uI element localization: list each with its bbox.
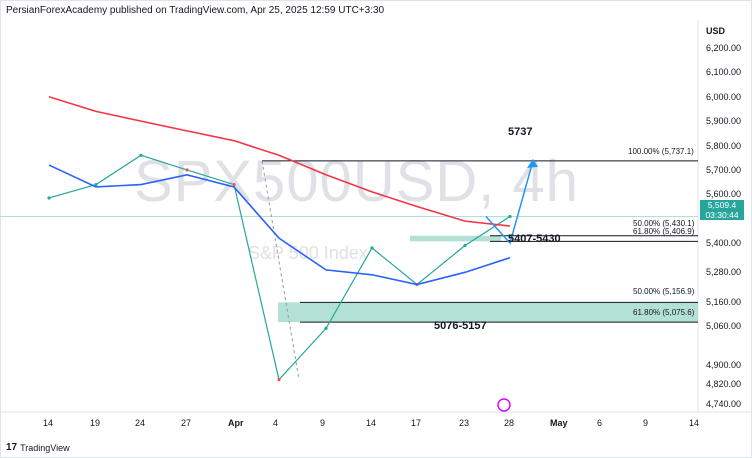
price-tick-label: 5,160.00: [706, 296, 742, 307]
price-tick-label: 4,900.00: [706, 359, 742, 370]
lightning-icon: [497, 398, 511, 412]
time-tick-label: Apr: [228, 418, 244, 428]
time-tick-label: 17: [411, 418, 422, 428]
upper-zone-annotation: 5407-5430: [508, 233, 561, 245]
tradingview-logo-text: TradingView: [20, 442, 70, 453]
lower-demand-zone: [278, 302, 698, 323]
time-tick-label: 9: [320, 418, 326, 428]
time-tick-label: 6: [597, 418, 603, 428]
time-tick-label: 14: [43, 418, 54, 428]
last-price-badge: 5,509.4 03:30:44: [700, 200, 744, 220]
price-tick-label: 5,900.00: [706, 116, 742, 127]
price-tick-label: 5,600.00: [706, 189, 742, 200]
bar-countdown: 03:30:44: [705, 210, 739, 220]
fib-label-618-lower: 61.80% (5,075.6): [633, 308, 695, 317]
price-tick-label: 6,200.00: [706, 43, 742, 53]
price-line-point: [94, 182, 98, 187]
time-tick-label: 14: [366, 418, 377, 428]
fib-label-100: 100.00% (5,737.1): [628, 147, 694, 156]
time-tick-label: 27: [181, 418, 192, 428]
upper-demand-zone: [410, 235, 501, 242]
fib-label-618-upper: 61.80% (5,406.9): [633, 227, 695, 236]
price-tick-label: 6,000.00: [706, 91, 742, 102]
time-tick-label: May: [550, 418, 568, 428]
time-tick-label: 14: [689, 418, 700, 428]
time-tick-label: 24: [135, 418, 146, 428]
time-tick-label: 28: [504, 418, 515, 428]
price-tick-label: 5,280.00: [706, 267, 742, 278]
price-tick-label: 4,820.00: [706, 379, 742, 390]
fib-trend-line: [261, 160, 300, 380]
time-tick-label: 9: [643, 418, 649, 428]
tradingview-logo[interactable]: 17 TradingView: [6, 442, 70, 453]
price-line-point: [324, 326, 328, 331]
red-moving-average: [48, 96, 511, 227]
price-line-point: [370, 246, 374, 250]
price-tick-label: 5,700.00: [706, 164, 742, 175]
price-line-point: [47, 196, 51, 200]
symbol-watermark: SPX500USD, 4h: [134, 149, 580, 214]
tradingview-logo-icon: 17: [6, 442, 18, 453]
price-line-point: [139, 153, 143, 157]
price-line-point: [508, 214, 512, 219]
blue-moving-average: [48, 164, 511, 286]
price-tick-label: 4,740.00: [706, 399, 742, 409]
price-line-point: [277, 378, 281, 382]
last-price-value: 5,509.4: [707, 200, 737, 210]
time-tick-label: 4: [273, 418, 279, 428]
fib-label-50-lower: 50.00% (5,156.9): [633, 287, 695, 296]
projection-arrow: [485, 160, 534, 245]
currency-label: USD: [706, 26, 726, 36]
publisher-line: PersianForexAcademy published on Trading…: [6, 5, 385, 16]
lower-zone-annotation: 5076-5157: [434, 320, 487, 332]
price-tick-label: 6,100.00: [706, 67, 742, 78]
price-line-point: [232, 182, 236, 187]
fib-label-50-upper: 50.00% (5,430.1): [633, 219, 695, 228]
time-tick-label: 23: [459, 418, 470, 428]
price-line-point: [463, 243, 467, 248]
time-tick-label: 19: [90, 418, 101, 428]
price-tick-label: 5,800.00: [706, 140, 742, 151]
target-annotation: 5737: [508, 126, 533, 138]
projection-arrow-head: [527, 158, 538, 168]
price-tick-label: 5,060.00: [706, 320, 742, 331]
price-line: [48, 154, 511, 381]
price-tick-label: 5,400.00: [706, 238, 742, 249]
price-line-point: [185, 168, 189, 172]
